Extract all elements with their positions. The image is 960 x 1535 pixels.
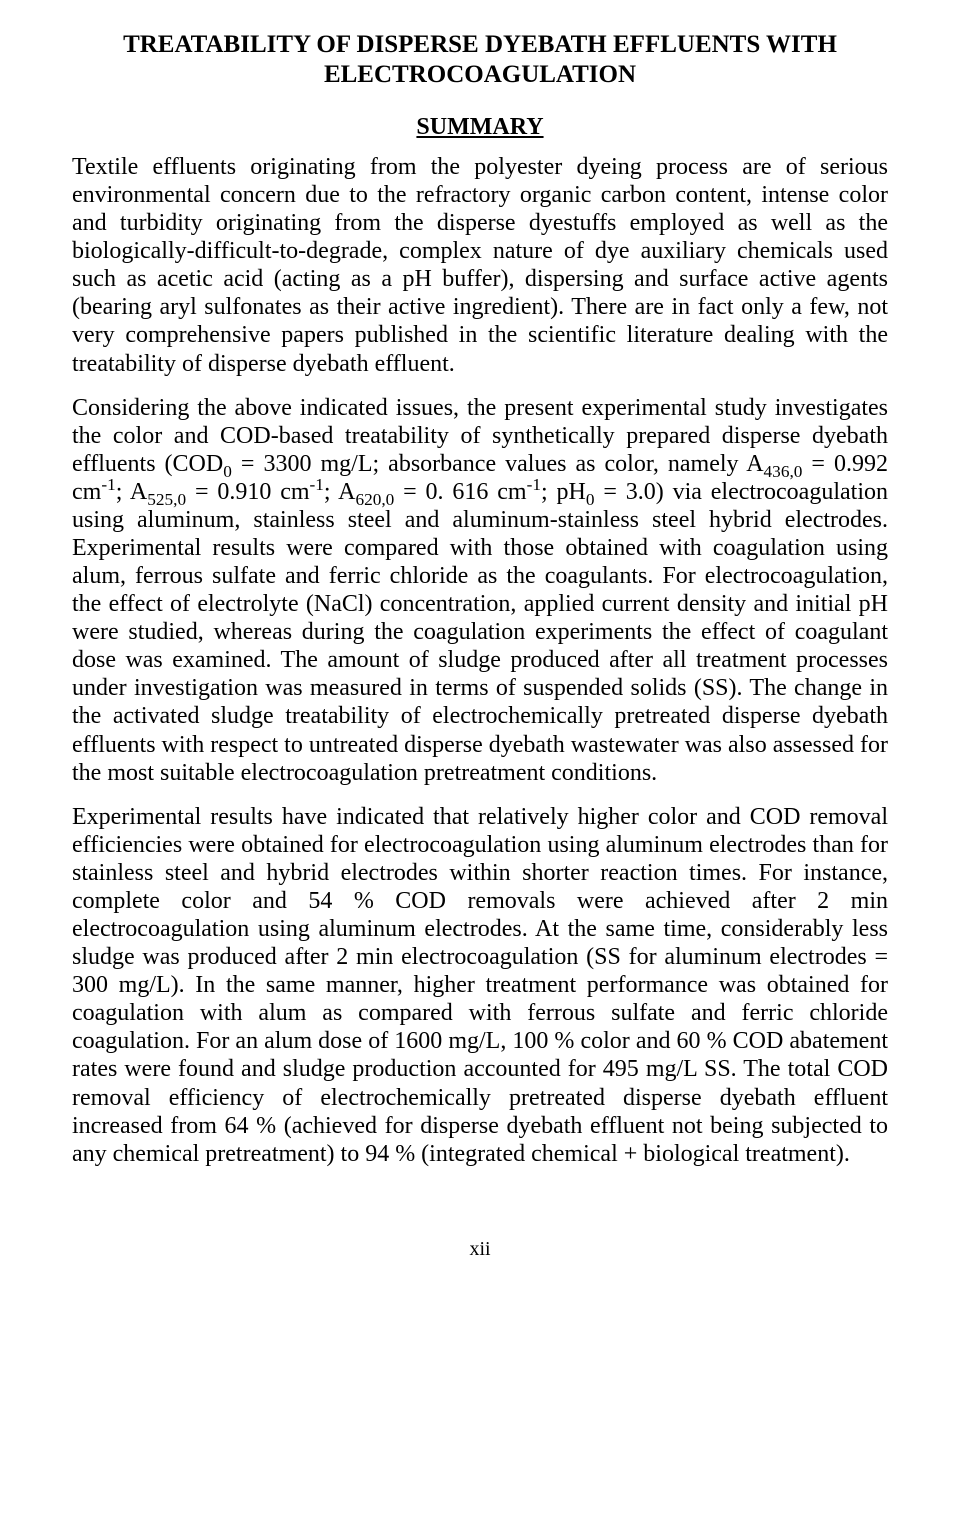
paragraph-3: Experimental results have indicated that… [72,803,888,1168]
summary-heading: SUMMARY [72,114,888,141]
paragraph-1: Textile effluents originating from the p… [72,153,888,378]
page-number: xii [72,1238,888,1261]
paragraph-2: Considering the above indicated issues, … [72,394,888,787]
page: TREATABILITY OF DISPERSE DYEBATH EFFLUEN… [0,0,960,1535]
document-title: TREATABILITY OF DISPERSE DYEBATH EFFLUEN… [72,30,888,90]
